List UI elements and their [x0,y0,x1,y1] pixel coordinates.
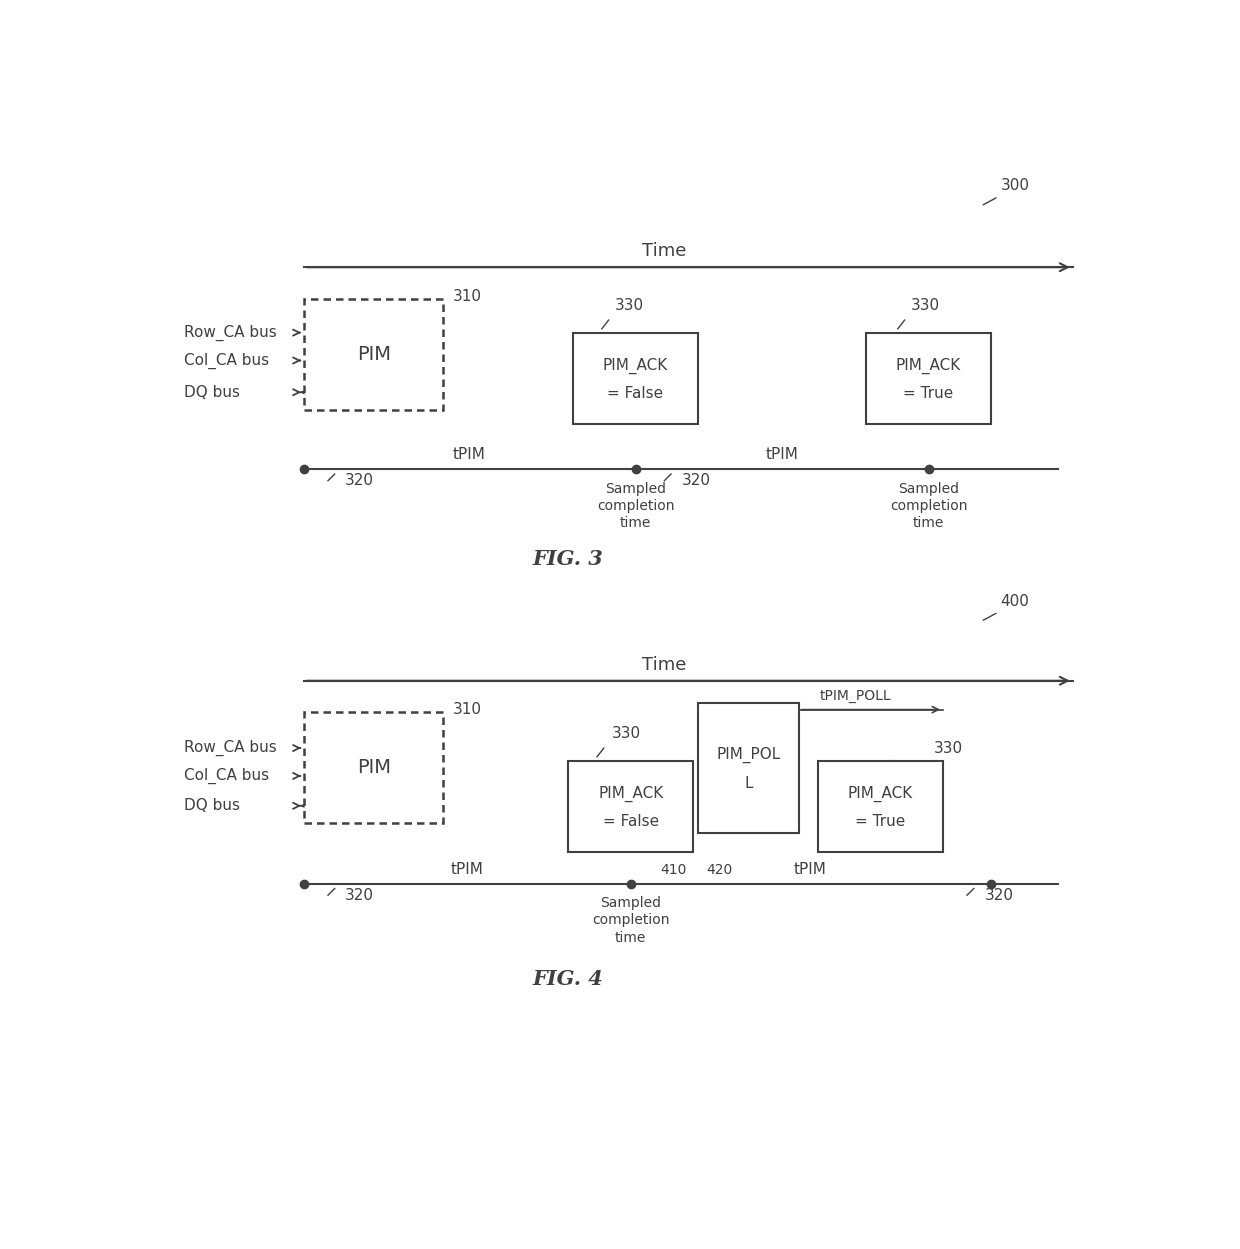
Text: tPIM: tPIM [451,862,484,877]
Text: tPIM: tPIM [453,447,486,462]
Text: 330: 330 [934,741,962,756]
Text: PIM_ACK: PIM_ACK [897,357,961,373]
Text: PIM: PIM [357,758,391,777]
Text: Col_CA bus: Col_CA bus [184,352,269,368]
Text: PIM_ACK: PIM_ACK [603,357,668,373]
Text: L: L [744,776,753,791]
Text: Sampled
completion
time: Sampled completion time [591,897,670,944]
FancyBboxPatch shape [698,703,799,833]
Text: Sampled
completion
time: Sampled completion time [890,482,967,531]
Text: 410: 410 [660,863,687,878]
FancyBboxPatch shape [573,332,698,423]
Text: Sampled
completion
time: Sampled completion time [596,482,675,531]
Text: PIM_ACK: PIM_ACK [848,786,913,802]
FancyBboxPatch shape [866,332,991,423]
Text: = False: = False [603,814,658,829]
Text: 400: 400 [1001,593,1029,608]
Text: 330: 330 [911,299,940,313]
Text: tPIM: tPIM [794,862,827,877]
Text: tPIM_POLL: tPIM_POLL [820,689,892,703]
Text: Time: Time [642,242,687,261]
Text: 300: 300 [1001,179,1029,194]
FancyBboxPatch shape [568,761,693,852]
Text: DQ bus: DQ bus [184,385,239,400]
Text: 320: 320 [985,888,1013,903]
Text: FIG. 4: FIG. 4 [533,969,604,989]
Text: Row_CA bus: Row_CA bus [184,739,277,756]
Text: 310: 310 [453,702,482,717]
Text: 330: 330 [614,299,644,313]
Text: 310: 310 [453,289,482,304]
Text: DQ bus: DQ bus [184,798,239,813]
Text: = True: = True [856,814,905,829]
Text: FIG. 3: FIG. 3 [533,548,604,568]
Text: = False: = False [608,386,663,401]
Text: PIM_ACK: PIM_ACK [598,786,663,802]
Text: PIM_POL: PIM_POL [717,747,780,763]
Text: Time: Time [642,656,687,674]
Text: Col_CA bus: Col_CA bus [184,768,269,784]
Text: 330: 330 [611,727,641,742]
FancyBboxPatch shape [304,712,444,823]
Text: PIM: PIM [357,345,391,363]
Text: 320: 320 [345,888,373,903]
Text: = True: = True [904,386,954,401]
Text: 320: 320 [682,473,711,488]
Text: 420: 420 [707,863,733,878]
FancyBboxPatch shape [818,761,942,852]
Text: 320: 320 [345,473,373,488]
Text: tPIM: tPIM [765,447,799,462]
FancyBboxPatch shape [304,299,444,410]
Text: Row_CA bus: Row_CA bus [184,325,277,341]
